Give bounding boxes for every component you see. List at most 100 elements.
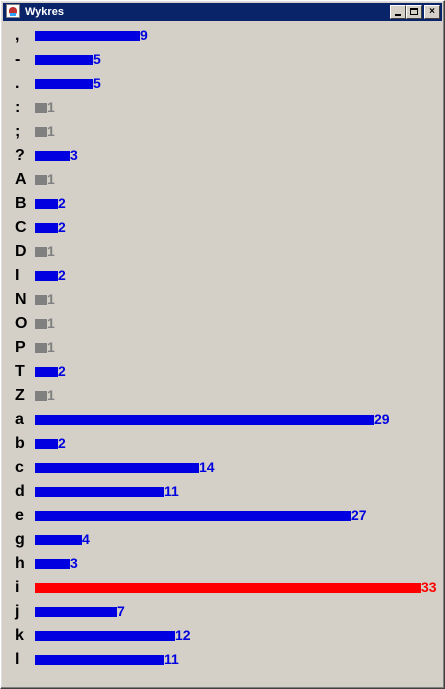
bar-row: l 11 (5, 649, 440, 673)
title-bar[interactable]: Wykres × (3, 3, 442, 21)
value-label: 3 (70, 147, 78, 163)
category-label: g (15, 531, 25, 548)
bar (35, 151, 70, 161)
bar (35, 31, 140, 41)
bar (35, 319, 47, 329)
value-label: 1 (47, 123, 55, 139)
bar (35, 631, 175, 641)
bar (35, 127, 47, 137)
bar (35, 103, 47, 113)
bar (35, 487, 164, 497)
category-label: e (15, 507, 24, 524)
bar (35, 607, 117, 617)
value-label: 1 (47, 99, 55, 115)
category-label: h (15, 555, 25, 572)
value-label: 2 (58, 363, 66, 379)
bar (35, 559, 70, 569)
bar (35, 223, 58, 233)
category-label: ? (15, 147, 25, 164)
value-label: 29 (374, 411, 390, 427)
category-label: A (15, 171, 27, 188)
category-label: Z (15, 387, 25, 404)
bar-row: i 33 (5, 577, 440, 601)
category-label: , (15, 27, 20, 44)
bar-row: ? 3 (5, 145, 440, 169)
bar (35, 175, 47, 185)
value-label: 27 (351, 507, 367, 523)
bar (35, 655, 164, 665)
value-label: 12 (175, 627, 191, 643)
value-label: 14 (199, 459, 215, 475)
category-label: T (15, 363, 25, 380)
bar (35, 415, 374, 425)
bar (35, 199, 58, 209)
bar (35, 247, 47, 257)
category-label: b (15, 435, 25, 452)
category-label: : (15, 99, 21, 116)
category-label: D (15, 243, 27, 260)
category-label: - (15, 51, 21, 68)
bar (35, 367, 58, 377)
maximize-button[interactable] (406, 5, 422, 19)
category-label: c (15, 459, 24, 476)
category-label: O (15, 315, 28, 332)
bar-row: d 11 (5, 481, 440, 505)
bar-row: :1 (5, 97, 440, 121)
bar-row: .5 (5, 73, 440, 97)
value-label: 1 (47, 339, 55, 355)
value-label: 1 (47, 387, 55, 403)
bar (35, 511, 351, 521)
category-label: I (15, 267, 20, 284)
category-label: N (15, 291, 27, 308)
category-label: i (15, 579, 20, 596)
value-label: 11 (164, 651, 179, 667)
value-label: 9 (140, 27, 148, 43)
category-label: ; (15, 123, 21, 140)
bar (35, 463, 199, 473)
bar (35, 583, 421, 593)
value-label: 1 (47, 171, 55, 187)
value-label: 2 (58, 195, 66, 211)
value-label: 33 (421, 579, 437, 595)
bar (35, 535, 82, 545)
value-label: 4 (82, 531, 90, 547)
minimize-button[interactable] (390, 5, 406, 19)
category-label: P (15, 339, 26, 356)
bar (35, 271, 58, 281)
value-label: 2 (58, 435, 66, 451)
value-label: 5 (93, 75, 101, 91)
close-button[interactable]: × (424, 5, 440, 19)
category-label: C (15, 219, 27, 236)
bar (35, 391, 47, 401)
value-label: 5 (93, 51, 101, 67)
bar (35, 295, 47, 305)
value-label: 1 (47, 243, 55, 259)
category-label: d (15, 483, 25, 500)
bar (35, 55, 93, 65)
category-label: j (15, 603, 20, 620)
minimize-icon (395, 14, 401, 16)
bar-row: -5 (5, 49, 440, 73)
bar-row: a 29 (5, 409, 440, 433)
maximize-icon (410, 8, 418, 15)
category-label: l (15, 651, 20, 668)
value-label: 3 (70, 555, 78, 571)
bar-chart: , 9-5. 5:1; 1? 3 A 1 B 2 C 2 D 1 I 2 N 1 O 1 P 1 T 2 Z 1 a 29 b 2 c 14… (5, 23, 440, 684)
bar (35, 79, 93, 89)
value-label: 7 (117, 603, 125, 619)
